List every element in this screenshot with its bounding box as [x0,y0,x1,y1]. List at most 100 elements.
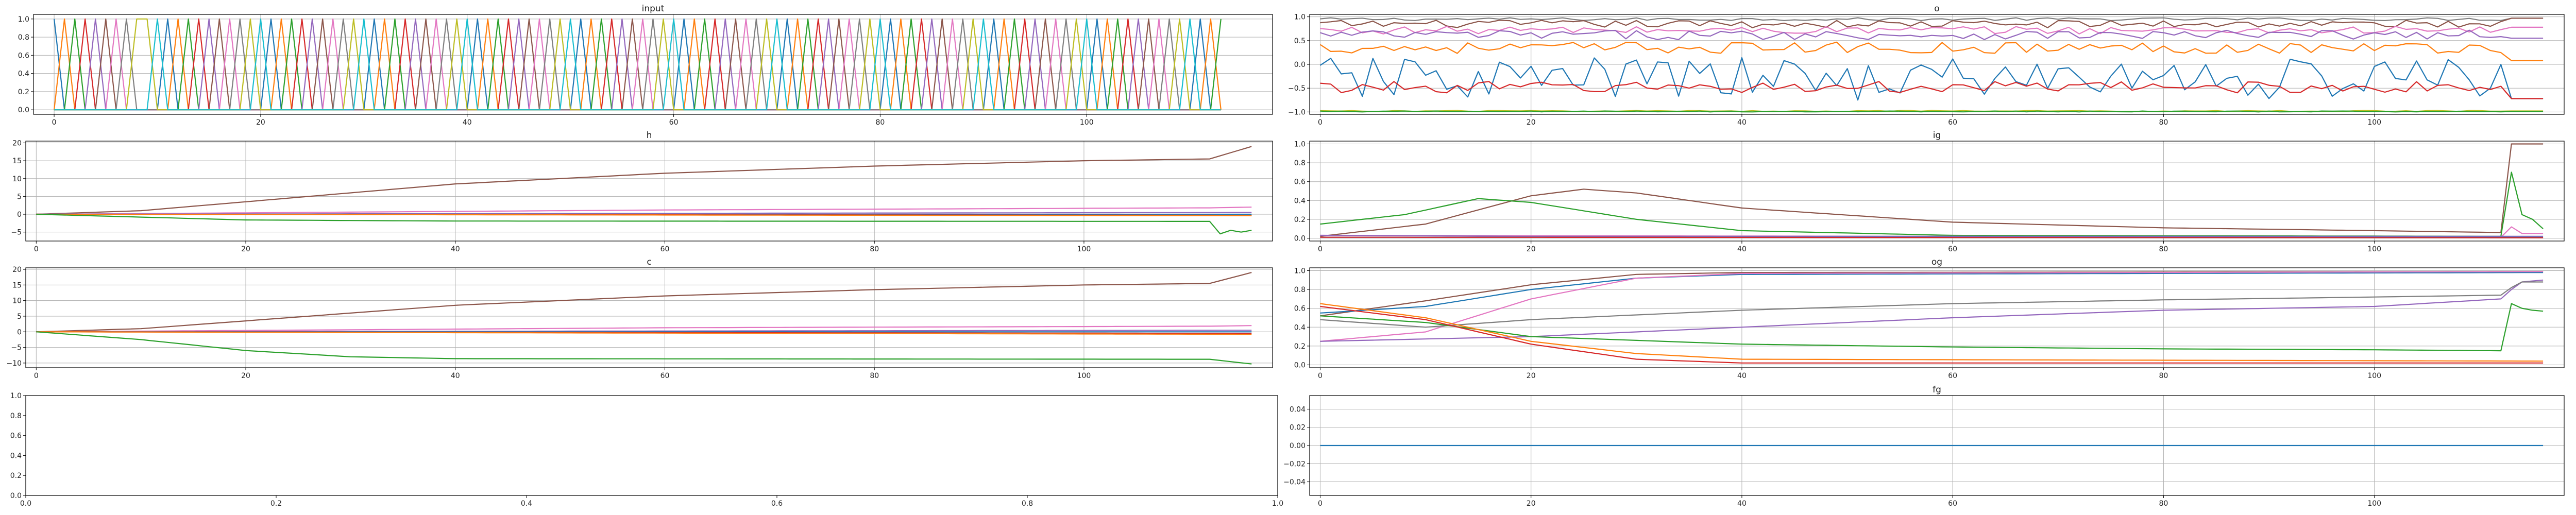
x-tick-label: 40 [451,245,460,253]
series-line [36,331,1252,365]
subplot-empty: 0.0 0.2 0.4 0.6 0.8 1.0 0.0 0.2 0.4 0.6 0.8 1.0 [10,392,1283,508]
y-tick-label: −10 [6,359,22,368]
series-line [1320,272,2544,314]
x-tick-label: 0 [34,245,39,253]
series-line [1320,26,2544,35]
y-tick-label: 0 [17,328,22,336]
y-tick-label: 1.0 [10,392,22,400]
y-tick-label: −0.5 [1288,84,1306,93]
x-tick-label: 60 [1948,500,1957,508]
series-line [36,272,1252,333]
x-tick-label: 20 [241,245,250,253]
y-tick-label: 20 [12,266,22,274]
axes-frame [1309,14,2565,115]
x-tick-label: 0.0 [20,500,31,508]
x-tick-label: 40 [463,118,472,127]
y-tick-label: −5 [11,229,22,237]
series-line [1320,271,2544,342]
y-tick-label: 0.0 [1294,235,1306,243]
y-tick-label: −0.04 [1283,478,1306,487]
series-line [36,325,1252,333]
plot-area [1320,143,2544,238]
y-tick-label: 0.2 [10,472,22,480]
plot-area [36,146,1252,235]
subplot-h: h 0 20 40 60 80 100 −5 0 5 10 15 20 [11,130,1273,253]
y-tick-label: 0.0 [1294,362,1306,370]
series-line [1320,29,2544,41]
subplot-title: o [1934,4,1939,14]
y-tick-label: 0.5 [1294,37,1306,45]
y-tick-label: 0.04 [1290,405,1306,414]
series-line [1319,57,2544,101]
y-tick-label: 0.6 [1294,305,1306,313]
x-tick-label: 0 [34,372,39,380]
x-tick-label: 20 [1527,500,1536,508]
x-tick-label: 60 [660,372,670,380]
series-line [1320,303,2544,362]
x-tick-label: 0 [1318,245,1323,253]
series-line [1320,305,2544,364]
y-tick-label: 20 [12,139,22,147]
x-tick-label: 100 [1080,118,1094,127]
x-tick-label: 60 [1948,118,1957,127]
y-tick-label: 0.0 [10,492,22,500]
axes-frame [1309,395,2565,496]
x-tick-label: 0 [1318,500,1323,508]
series-line [1320,81,2544,99]
x-tick-label: 20 [1527,372,1536,380]
plot-area [1320,271,2544,364]
y-tick-label: 1.0 [1294,140,1306,148]
series-line [1320,17,2544,22]
x-tick-label: 100 [2367,372,2381,380]
y-tick-label: −0.02 [1283,460,1306,468]
y-tick-label: 5 [17,193,22,201]
y-tick-label: 0.0 [18,106,29,114]
x-tick-label: 40 [1737,245,1747,253]
x-tick-label: 40 [1737,500,1747,508]
x-tick-label: 20 [241,372,250,380]
y-tick-label: 0.2 [1294,216,1306,224]
series-line [1320,279,2544,342]
y-tick-label: 0.4 [10,452,22,460]
x-tick-label: 80 [876,118,885,127]
x-tick-label: 0.6 [771,500,783,508]
x-tick-label: 80 [2159,500,2168,508]
series-line [1319,41,2544,61]
x-tick-label: 100 [2367,118,2381,127]
y-tick-label: 15 [12,157,22,165]
y-tick-label: 0.02 [1290,424,1306,432]
x-tick-label: 60 [1948,372,1957,380]
x-tick-label: 0 [1318,118,1323,127]
x-tick-label: 100 [1077,372,1091,380]
axes-frame [1309,141,2565,242]
subplot-ig: ig 0 20 40 60 80 100 0.0 0.2 0.4 0.6 0.8 1.0 [1294,130,2565,253]
y-tick-label: 0.4 [18,70,29,78]
y-tick-label: 15 [12,281,22,289]
axes-frame [1309,267,2565,368]
subplot-title: input [642,4,665,14]
axes-frame [25,267,1273,368]
y-tick-label: −5 [11,344,22,352]
series-line [1320,110,2544,113]
x-tick-label: 60 [660,245,670,253]
x-tick-label: 40 [451,372,460,380]
subplot-title: ig [1933,130,1941,141]
y-tick-label: 1.0 [1294,13,1306,22]
x-tick-label: 20 [256,118,265,127]
x-tick-label: 20 [1527,245,1536,253]
x-tick-label: 100 [1077,245,1091,253]
plot-area [36,272,1252,365]
subplot-fg: fg 0 20 40 60 80 100 −0.04 −0.02 0.00 0.02 0.04 [1283,385,2565,508]
x-tick-label: 0 [1318,372,1323,380]
x-tick-label: 0 [52,118,57,127]
y-tick-label: 0.8 [1294,286,1306,294]
subplot-title: fg [1933,385,1941,395]
y-tick-label: 0.8 [18,33,29,42]
axes-frame [25,395,1278,496]
y-tick-label: 1.0 [18,15,29,24]
y-tick-label: 0.6 [1294,178,1306,186]
series-line [36,213,1252,235]
y-tick-label: 0.0 [1294,61,1306,69]
plot-area [54,18,1222,111]
